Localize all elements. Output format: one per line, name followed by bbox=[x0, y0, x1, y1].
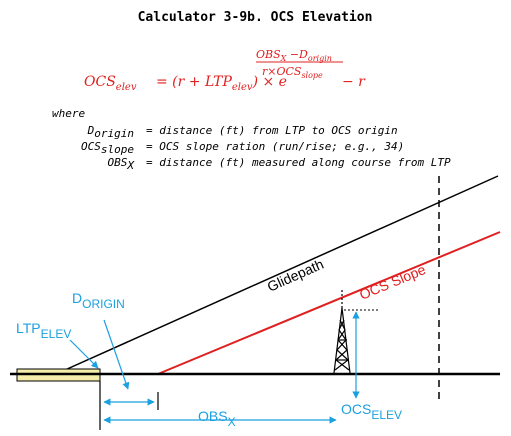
glidepath-line bbox=[55, 175, 499, 375]
ltp-elev-label: LTPELEV bbox=[16, 320, 71, 341]
where-label: where bbox=[52, 107, 85, 120]
where-term-obsx: OBSX bbox=[108, 156, 136, 172]
page-title: Calculator 3-9b. OCS Elevation bbox=[138, 10, 373, 25]
d-origin-label: DORIGIN bbox=[72, 290, 125, 311]
where-desc-dorigin: = distance (ft) from LTP to OCS origin bbox=[146, 124, 398, 137]
ltpelev-leader-arrow bbox=[69, 339, 99, 369]
dorigin-leader-arrow bbox=[103, 319, 130, 390]
dimension-arrows bbox=[69, 311, 360, 424]
where-block: where Dorigin = distance (ft) from LTP t… bbox=[52, 107, 451, 172]
where-desc-obsx: = distance (ft) measured along course fr… bbox=[146, 156, 451, 169]
where-term-ocsslope: OCSslope bbox=[81, 140, 134, 156]
ocs-slope-line bbox=[157, 231, 501, 375]
formula-exponent-numerator: OBSX −Dorigin bbox=[256, 48, 332, 63]
where-term-dorigin: Dorigin bbox=[87, 124, 134, 140]
obstacle-tower-icon bbox=[333, 290, 351, 374]
glidepath-label: Glidepath bbox=[265, 256, 326, 295]
formula-exponent-denominator: r×OCSslope bbox=[262, 65, 323, 80]
ocs-slope-label: OCS Slope bbox=[357, 261, 428, 303]
diagram-labels: LTPELEV DORIGIN OBSX OCSELEV bbox=[16, 290, 402, 429]
ocs-formula: OCSelev = (r + LTPelev) × e OBSX −Dorigi… bbox=[84, 48, 366, 93]
ocs-elev-label: OCSELEV bbox=[341, 401, 402, 422]
formula-rhs: = (r + LTPelev) × e bbox=[156, 74, 287, 93]
formula-tail: − r bbox=[342, 74, 366, 90]
where-desc-ocsslope: = OCS slope ration (run/rise; e.g., 34) bbox=[146, 140, 404, 153]
formula-lhs: OCSelev bbox=[84, 74, 137, 93]
obs-x-label: OBSX bbox=[198, 408, 236, 429]
